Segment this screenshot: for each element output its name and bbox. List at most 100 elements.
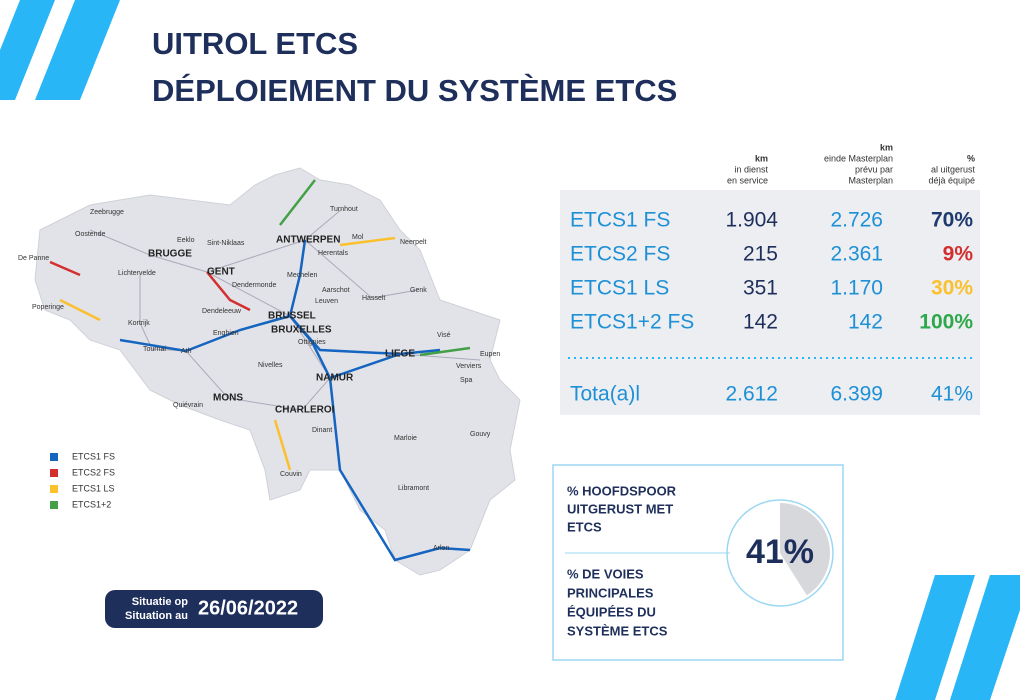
summary-text: % HOOFDSPOOR	[567, 483, 677, 498]
city-label: Turnhout	[330, 206, 358, 213]
table-cell: ETCS2 FS	[570, 243, 670, 266]
city-label: Arlon	[433, 545, 449, 552]
city-label: BRUXELLES	[271, 325, 332, 336]
city-label: Ath	[181, 348, 192, 355]
city-label: Libramont	[398, 485, 429, 492]
city-label: Leuven	[315, 298, 338, 305]
legend-label: ETCS1+2	[72, 499, 111, 509]
gauge-wedge	[780, 503, 830, 596]
city-label: CHARLEROI	[275, 405, 335, 416]
city-label: GENT	[207, 267, 235, 278]
city-label: Quiévrain	[173, 402, 203, 409]
date-label: Situatie op	[132, 596, 189, 608]
table-cell: 1.904	[725, 209, 778, 232]
column-header: einde Masterplan	[824, 153, 893, 163]
legend-label: ETCS2 FS	[72, 467, 115, 477]
city-label: Mol	[352, 234, 364, 241]
city-label: Spa	[460, 377, 473, 384]
city-label: BRUSSEL	[268, 311, 316, 322]
city-label: Marloie	[394, 435, 417, 442]
date-label: Situation au	[125, 610, 188, 622]
table-cell: 70%	[931, 209, 973, 232]
table-cell: ETCS1+2 FS	[570, 311, 694, 334]
table-cell: 351	[743, 277, 778, 300]
summary-text: SYSTÈME ETCS	[567, 623, 668, 638]
city-label: Dendermonde	[232, 282, 276, 289]
legend-swatch	[50, 469, 58, 477]
city-label: Aarschot	[322, 287, 350, 294]
summary-text: % DE VOIES	[567, 566, 644, 581]
legend-swatch	[50, 485, 58, 493]
city-label: Tournai	[143, 346, 166, 353]
summary-text: UITGERUST MET	[567, 501, 673, 516]
legend-swatch	[50, 501, 58, 509]
city-label: Hasselt	[362, 295, 385, 302]
summary-text: ÉQUIPÉES DU	[567, 604, 656, 619]
summary: % HOOFDSPOOR UITGERUST MET ETCS % DE VOIES P…	[567, 483, 834, 638]
city-label: Couvin	[280, 471, 302, 478]
gauge-ring	[726, 499, 834, 607]
city-label: Gouvy	[470, 431, 491, 438]
gauge-label: 41%	[746, 533, 814, 571]
city-label: ANTWERPEN	[276, 235, 340, 246]
column-header: en service	[727, 175, 768, 185]
city-label: LIEGE	[385, 349, 415, 360]
city-label: Neerpelt	[400, 239, 427, 246]
column-header: in dienst	[734, 164, 768, 174]
city-label: Poperinge	[32, 304, 64, 311]
column-header: km	[755, 153, 768, 163]
table-total: Tota(a)l	[570, 383, 640, 406]
legend-label: ETCS1 FS	[72, 451, 115, 461]
city-label: Ottignies	[298, 339, 326, 346]
summary-text: ETCS	[567, 519, 602, 534]
city-label: NAMUR	[316, 373, 354, 384]
table-box	[560, 190, 980, 415]
city-label: Visé	[437, 332, 451, 339]
city-label: Kortrijk	[128, 320, 150, 327]
city-label: Oostende	[75, 231, 105, 238]
map-belgium	[34, 167, 521, 576]
table-cell: 9%	[943, 243, 974, 266]
city-label: Mechelen	[287, 272, 317, 279]
city-label: Genk	[410, 287, 427, 294]
city-label: Herentals	[318, 250, 348, 257]
table-cell: ETCS1 LS	[570, 277, 669, 300]
title: DÉPLOIEMENT DU SYSTÈME ETCS	[152, 73, 677, 108]
table-cell: ETCS1 FS	[570, 209, 670, 232]
city-label: Eupen	[480, 351, 500, 358]
table-cell: 215	[743, 243, 778, 266]
date-badge	[105, 590, 323, 628]
city-label: Dendeleeuw	[202, 308, 242, 315]
column-header: déjà équipé	[928, 175, 975, 185]
table-cell: 2.361	[830, 243, 883, 266]
city-label: Verviers	[456, 363, 482, 370]
legend: ETCS1 FS ETCS2 FS ETCS1 LS ETCS1+2	[50, 451, 115, 509]
city-label: De Panne	[18, 255, 49, 262]
summary-text: PRINCIPALES	[567, 585, 654, 600]
city-label: Lichtervelde	[118, 270, 156, 277]
table-total: 6.399	[830, 383, 883, 406]
city-label: Eeklo	[177, 237, 195, 244]
city-label: BRUGGE	[148, 249, 192, 260]
rail-etcs	[49, 179, 471, 562]
legend-label: ETCS1 LS	[72, 483, 115, 493]
city-label: Nivelles	[258, 362, 283, 369]
column-header: %	[967, 153, 975, 163]
table-cell: 30%	[931, 277, 973, 300]
title: UITROL ETCS	[152, 26, 358, 61]
city-label: Enghien	[213, 330, 239, 337]
city-labels: Zeebrugge Oostende De Panne BRUGGE Eeklo Sint…	[18, 206, 500, 552]
column-header: Masterplan	[848, 175, 893, 185]
city-label: Zeebrugge	[90, 209, 124, 216]
table-cell: 142	[848, 311, 883, 334]
table-cell: 2.726	[830, 209, 883, 232]
city-label: Sint-Niklaas	[207, 240, 245, 247]
table-cell: 100%	[919, 311, 973, 334]
date-value: 26/06/2022	[198, 597, 298, 619]
table-total: 41%	[931, 383, 973, 406]
city-label: MONS	[213, 393, 243, 404]
column-header: prévu par	[855, 164, 893, 174]
table-cell: 142	[743, 311, 778, 334]
